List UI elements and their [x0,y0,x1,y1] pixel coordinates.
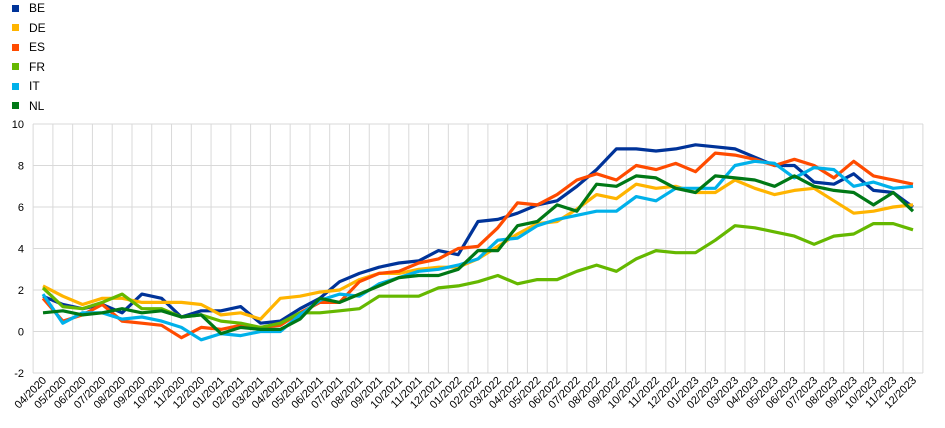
legend-swatch-icon [12,102,19,109]
y-tick-label: 10 [12,119,24,131]
legend-item-it: IT [8,78,40,94]
series-line-it [41,159,914,342]
series-line-nl [42,174,915,336]
legend-item-be: BE [8,0,45,16]
legend-label: ES [29,40,46,54]
y-tick-label: 8 [18,161,24,173]
legend-label: DE [29,20,46,35]
legend-item-de: DE [8,20,46,36]
legend-label: IT [29,79,40,93]
y-tick-label: 0 [18,327,24,339]
y-tick-label: 4 [18,244,24,256]
legend-item-nl: NL [8,98,44,114]
legend-item-fr: FR [8,59,45,75]
legend-swatch-icon [12,43,19,51]
legend-swatch-icon [12,63,19,70]
y-tick-label: 6 [18,202,24,214]
y-tick-label: -2 [14,368,24,380]
legend-swatch-icon [12,4,19,12]
legend-swatch-icon [12,82,19,90]
legend-label: NL [29,98,45,113]
y-tick-label: 2 [18,285,24,297]
series-line-fr [41,222,914,329]
legend-swatch-icon [12,24,19,31]
legend-item-es: ES [8,39,45,55]
legend-label: FR [29,59,45,74]
legend-label: BE [29,1,46,15]
